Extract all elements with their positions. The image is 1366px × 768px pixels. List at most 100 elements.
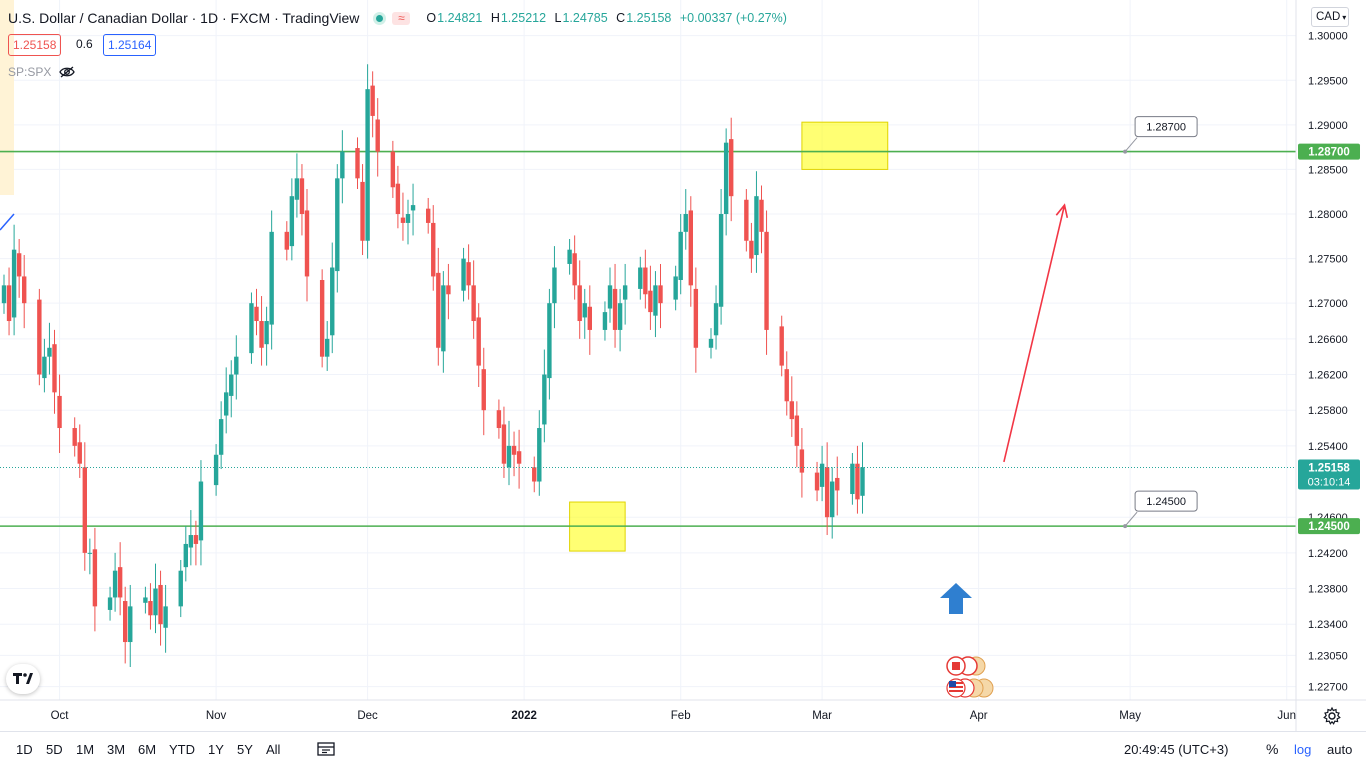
candle-body — [855, 463, 860, 500]
callout-pointer — [1124, 511, 1138, 527]
timeframe-5d[interactable]: 5D — [46, 742, 63, 757]
candle — [365, 64, 370, 259]
spread-value: 0.6 — [76, 37, 93, 51]
chart-legend: U.S. Dollar / Canadian Dollar · 1D · FXC… — [8, 8, 792, 28]
price-tag-value: 1.25158 — [1308, 462, 1350, 474]
timeframe-1y[interactable]: 1Y — [208, 742, 224, 757]
time-axis[interactable]: Oct Nov Dec 2022 Feb Mar Apr May Jun — [51, 710, 1296, 722]
candle — [506, 420, 512, 486]
y-tick-label: 1.27500 — [1308, 254, 1348, 266]
timeframe-1d[interactable]: 1D — [16, 742, 33, 757]
x-tick-label: Apr — [970, 710, 988, 722]
candle-body — [678, 231, 683, 280]
timeframe-6m[interactable]: 6M — [138, 742, 157, 757]
y-tick-label: 1.25400 — [1308, 441, 1348, 453]
candle-body — [304, 210, 310, 277]
close-key: C — [616, 11, 626, 25]
candle-body — [400, 217, 406, 223]
candle-body — [471, 285, 476, 322]
x-tick-label: Mar — [812, 710, 832, 722]
timeframe-1m[interactable]: 1M — [76, 742, 95, 757]
horizontal-levels[interactable] — [0, 150, 1296, 527]
candle-body — [299, 178, 305, 215]
candle-body — [390, 151, 396, 188]
timeframe-5y[interactable]: 5Y — [237, 742, 253, 757]
candle-body — [617, 303, 623, 330]
candle-body — [112, 570, 118, 598]
price-axis[interactable]: 1.30000 1.29500 1.29000 1.28500 1.28000 1.275… — [1308, 31, 1348, 694]
candle-body — [693, 288, 699, 348]
y-tick-label: 1.23400 — [1308, 619, 1348, 631]
candle-body — [178, 570, 183, 607]
candle — [673, 265, 678, 311]
candle-body — [835, 477, 840, 491]
y-tick-label: 1.23050 — [1308, 650, 1348, 662]
candle — [759, 185, 764, 254]
candle — [1, 274, 7, 314]
auto-scale-toggle[interactable]: auto — [1327, 742, 1353, 757]
candle-body — [16, 253, 22, 277]
candle — [688, 196, 693, 307]
candle-body — [269, 231, 274, 325]
candle-body — [779, 326, 784, 366]
candle — [289, 178, 295, 261]
candle — [643, 249, 648, 309]
candle-body — [183, 543, 188, 568]
candle — [234, 335, 239, 400]
y-tick-label: 1.29000 — [1308, 120, 1348, 132]
timeframe-3m[interactable]: 3M — [107, 742, 126, 757]
candle-body — [501, 424, 507, 464]
timeframe-ytd[interactable]: YTD — [169, 742, 195, 757]
tradingview-logo-icon[interactable] — [6, 664, 40, 694]
calendar-range-icon[interactable] — [316, 741, 336, 757]
candle-body — [441, 285, 446, 352]
candle — [107, 586, 113, 621]
candle — [683, 189, 688, 250]
currency-selector[interactable]: CAD ▾ — [1311, 7, 1349, 27]
candle-body — [850, 463, 855, 495]
candle-body — [153, 588, 158, 616]
candle — [330, 242, 335, 354]
buy-button[interactable]: 1.25164 — [103, 34, 157, 56]
candle — [218, 401, 224, 470]
y-tick-label: 1.23800 — [1308, 584, 1348, 596]
candle-body — [607, 285, 613, 309]
percent-scale-toggle[interactable]: % — [1266, 741, 1279, 757]
candle — [229, 360, 234, 418]
candle — [648, 265, 653, 330]
compare-symbol-legend[interactable]: SP:SPX — [8, 65, 76, 79]
level-callouts[interactable]: 1.28700 1.24500 — [1123, 116, 1198, 529]
candle — [441, 271, 446, 373]
sell-button[interactable]: 1.25158 — [8, 34, 62, 56]
candle-body — [72, 428, 77, 446]
candle-body — [638, 267, 643, 289]
candle — [335, 164, 340, 293]
eye-off-icon[interactable] — [59, 66, 76, 78]
candle-body — [163, 606, 168, 628]
candle-body — [77, 442, 82, 464]
candle-body — [552, 267, 557, 304]
clock-readout[interactable]: 20:49:45 (UTC+3) — [1124, 742, 1229, 757]
projection-arrow[interactable] — [1003, 203, 1069, 463]
candle-body — [426, 208, 431, 223]
candle-body — [143, 597, 148, 603]
candle — [249, 292, 254, 364]
candle — [163, 584, 168, 653]
gear-icon[interactable] — [1322, 706, 1342, 726]
candle — [42, 338, 47, 393]
candle — [542, 349, 547, 443]
candle — [779, 315, 784, 377]
candle — [744, 189, 749, 252]
log-scale-toggle[interactable]: log — [1294, 742, 1312, 757]
candle-body — [22, 276, 27, 304]
candle-body — [567, 249, 572, 264]
timeframe-all[interactable]: All — [266, 742, 281, 757]
price-chart[interactable]: 1.28700 1.24500 1.30000 1.29500 1.29000 1.28… — [0, 0, 1366, 731]
symbol-title[interactable]: U.S. Dollar / Canadian Dollar · 1D · FXC… — [8, 10, 360, 26]
candle-body — [82, 467, 87, 553]
candle — [264, 306, 269, 366]
price-tag-bg — [1298, 143, 1360, 160]
candle — [294, 153, 300, 218]
x-tick-label: Oct — [51, 710, 70, 722]
candle — [481, 347, 486, 436]
